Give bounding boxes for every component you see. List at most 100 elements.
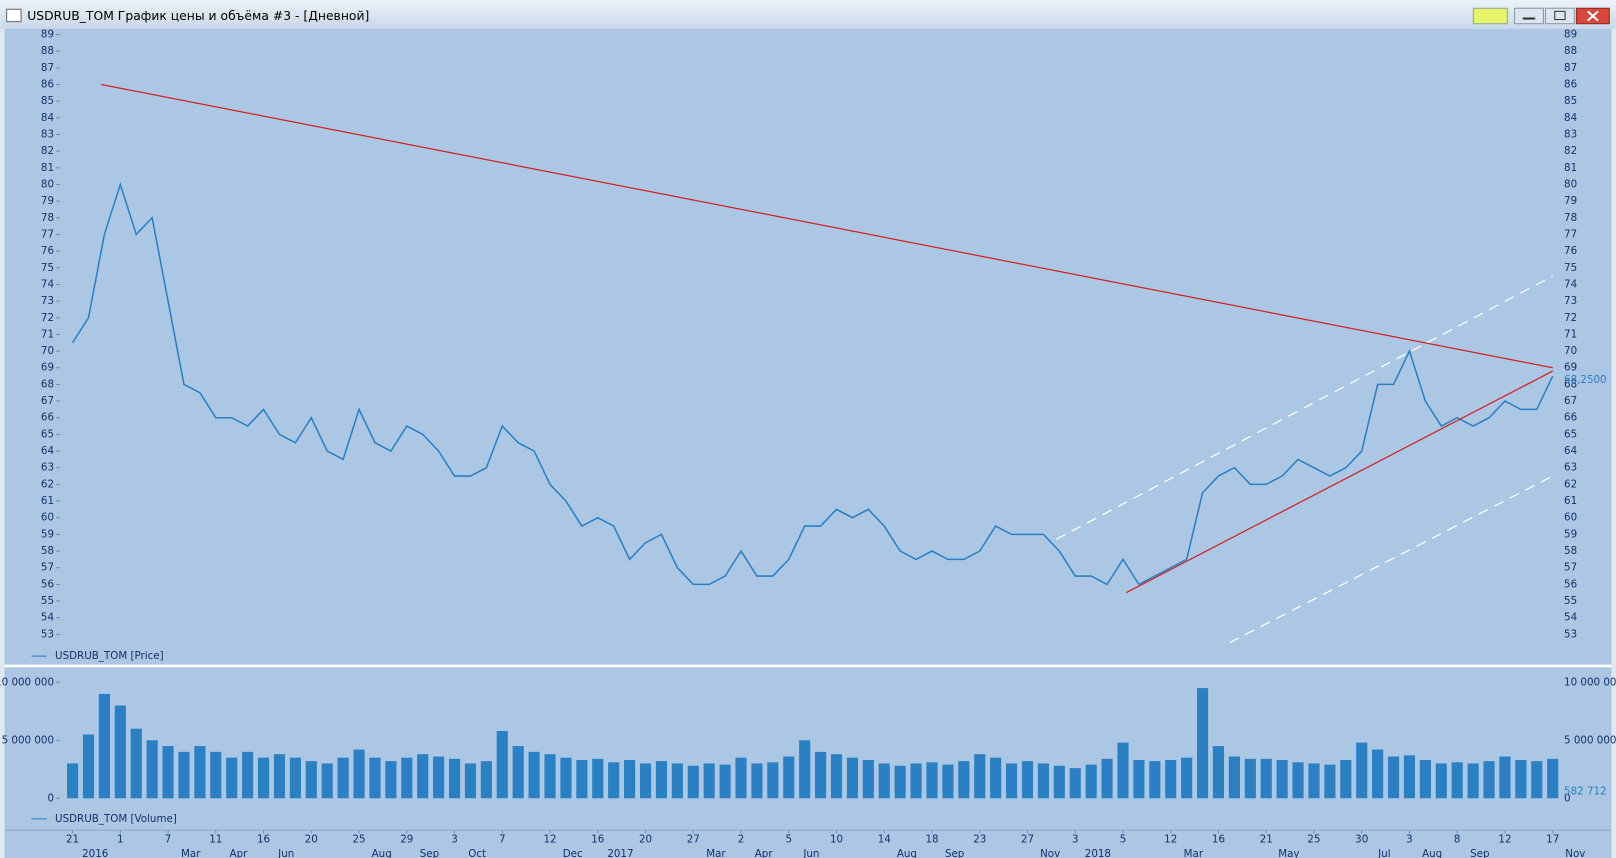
y-tick-label-right: 67 xyxy=(1564,395,1577,407)
volume-bar xyxy=(1165,759,1177,799)
x-tick-label: 29 xyxy=(400,833,413,845)
y-tick-label-left: 77 xyxy=(41,228,54,240)
maximize-button[interactable] xyxy=(1544,7,1575,25)
volume-bar xyxy=(433,756,445,799)
x-tick-label: 12 xyxy=(543,833,556,845)
y-tick-label-left: 55 xyxy=(41,595,54,607)
volume-bar xyxy=(321,763,333,799)
x-tick-label: 27 xyxy=(1021,833,1034,845)
volume-bar xyxy=(1069,768,1081,799)
volume-bar xyxy=(1356,742,1368,799)
trend-line xyxy=(1125,370,1553,594)
volume-bar xyxy=(1340,759,1352,799)
x-tick-label: 3 xyxy=(1072,833,1079,845)
volume-bar xyxy=(130,728,142,799)
window-icon xyxy=(6,8,22,23)
x-tick-label: 20 xyxy=(305,833,318,845)
y-tick-label-left: 71 xyxy=(41,328,54,340)
y-tick-label-right: 57 xyxy=(1564,562,1577,574)
x-group-label: Sep xyxy=(420,848,439,858)
volume-bar xyxy=(528,751,540,799)
y-tick-label-left: 62 xyxy=(41,478,54,490)
y-tick-label-left: 61 xyxy=(41,495,54,507)
y-tick-label-right: 83 xyxy=(1564,128,1577,140)
x-axis-panel xyxy=(4,830,1612,858)
volume-bar xyxy=(1308,763,1320,799)
y-tick-label-right: 53 xyxy=(1564,628,1577,640)
volume-bar xyxy=(815,751,827,799)
y-tick-label-left: 10 000 000 xyxy=(0,676,54,688)
volume-bar xyxy=(687,765,699,799)
volume-bar xyxy=(1021,761,1034,799)
x-group-label: 2018 xyxy=(1085,848,1111,858)
y-tick-label-left: 81 xyxy=(41,162,54,174)
x-tick-label: 25 xyxy=(352,833,365,845)
volume-bar xyxy=(369,757,381,799)
y-tick-label-right: 62 xyxy=(1564,478,1577,490)
x-group-label: Oct xyxy=(468,848,486,858)
volume-bar xyxy=(417,754,429,799)
volume-bar xyxy=(1181,757,1193,799)
y-tick-label-right: 63 xyxy=(1564,462,1577,474)
volume-bar xyxy=(846,757,858,799)
y-tick-label-left: 63 xyxy=(41,462,54,474)
volume-bar xyxy=(464,763,477,799)
volume-bar xyxy=(98,693,110,799)
y-tick-label-right: 54 xyxy=(1564,612,1577,624)
volume-bar xyxy=(1499,756,1511,799)
x-tick-label: 1 xyxy=(117,833,124,845)
x-tick-label: 10 xyxy=(830,833,843,845)
volume-bar xyxy=(496,730,508,799)
y-tick-label-right: 59 xyxy=(1564,528,1577,540)
y-tick-label-right: 69 xyxy=(1564,362,1577,374)
x-group-label: Aug xyxy=(372,848,392,858)
y-tick-label-left: 0 xyxy=(47,792,54,804)
volume-bar xyxy=(305,761,317,799)
volume-bar xyxy=(480,761,492,799)
y-tick-label-left: 60 xyxy=(41,512,54,524)
y-tick-label-left: 58 xyxy=(41,545,54,557)
y-tick-label-left: 5 000 000 xyxy=(2,734,54,746)
volume-bar xyxy=(1531,761,1543,799)
y-tick-label-left: 76 xyxy=(41,245,54,257)
y-tick-label-left: 80 xyxy=(41,178,54,190)
x-tick-label: 27 xyxy=(687,833,700,845)
volume-bar xyxy=(655,761,668,799)
y-tick-label-right: 75 xyxy=(1564,262,1577,274)
x-group-label: Nov xyxy=(1565,848,1585,858)
volume-bar xyxy=(1419,759,1431,799)
x-group-label: 2016 xyxy=(82,848,108,858)
y-tick-label-right: 10 000 000 xyxy=(1564,676,1616,688)
link-button[interactable] xyxy=(1472,7,1508,25)
volume-bar xyxy=(1372,749,1384,799)
y-tick-label-left: 66 xyxy=(41,412,54,424)
x-tick-label: 8 xyxy=(1454,833,1461,845)
y-tick-label-left: 69 xyxy=(41,362,54,374)
volume-bar xyxy=(242,751,254,799)
y-tick-label-left: 56 xyxy=(41,578,54,590)
volume-bar xyxy=(560,757,572,799)
volume-bar xyxy=(162,746,174,799)
legend-label: USDRUB_TOM [Price] xyxy=(55,650,164,662)
y-tick-label-left: 59 xyxy=(41,528,54,540)
y-tick-label-left: 73 xyxy=(41,295,54,307)
x-group-label: Dec xyxy=(563,848,583,858)
y-tick-label-left: 88 xyxy=(41,45,54,57)
volume-bar xyxy=(1244,758,1256,799)
trend-line xyxy=(1229,475,1553,644)
y-tick-label-left: 54 xyxy=(41,612,54,624)
minimize-button[interactable] xyxy=(1514,7,1544,25)
y-tick-label-right: 78 xyxy=(1564,212,1577,224)
volume-bar xyxy=(385,761,397,799)
y-tick-label-right: 87 xyxy=(1564,62,1577,74)
volume-bar xyxy=(751,763,763,799)
volume-bar xyxy=(194,746,206,799)
x-tick-label: 5 xyxy=(785,833,792,845)
volume-bar xyxy=(624,759,636,799)
volume-bar xyxy=(1451,762,1463,799)
volume-bar xyxy=(226,757,238,799)
volume-bar xyxy=(958,761,970,799)
x-tick-label: 23 xyxy=(973,833,986,845)
x-group-label: Mar xyxy=(706,848,726,858)
